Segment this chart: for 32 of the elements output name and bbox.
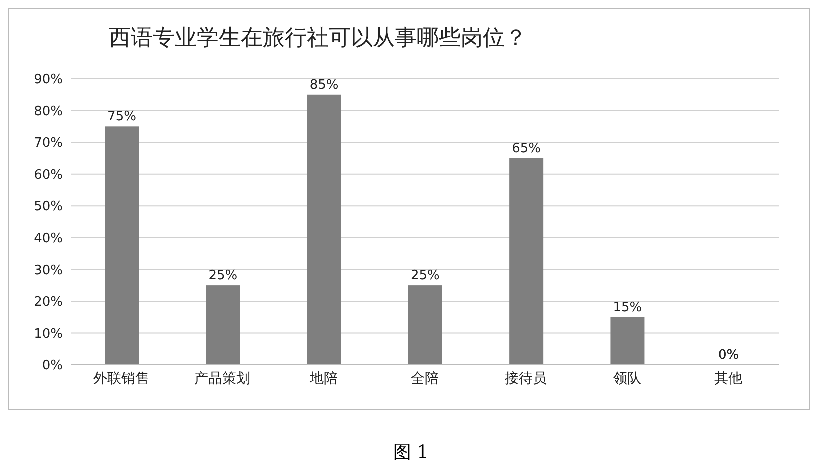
- y-tick-label: 90%: [34, 72, 63, 88]
- data-label: 75%: [108, 110, 136, 125]
- data-label: 15%: [613, 300, 642, 316]
- x-tick-label: 地陪: [308, 370, 338, 387]
- x-tick-label: 全陪: [411, 370, 439, 387]
- y-tick-label: 10%: [34, 326, 63, 342]
- data-label: 65%: [512, 141, 542, 156]
- y-tick-label: 0%: [42, 358, 63, 374]
- x-tick-label: 领队: [613, 370, 642, 387]
- y-tick-label: 80%: [34, 104, 63, 120]
- y-tick-label: 20%: [34, 295, 63, 310]
- caption: 图 1: [392, 441, 430, 464]
- y-tick-label: 60%: [34, 168, 63, 183]
- x-tick-label: 产品策划: [194, 370, 251, 387]
- x-tick-label: 其他: [714, 370, 742, 387]
- data-label: 25%: [410, 268, 440, 284]
- bar: [610, 317, 645, 365]
- x-tick-label: 接待员: [505, 370, 548, 387]
- bar: [510, 158, 544, 365]
- data-label: 25%: [208, 268, 238, 284]
- bar: [206, 286, 240, 365]
- data-label: 0%: [718, 348, 740, 363]
- bar: [307, 94, 342, 365]
- bar: [105, 126, 139, 365]
- bar: [408, 286, 442, 365]
- data-label: 85%: [310, 78, 339, 93]
- y-tick-label: 40%: [34, 232, 63, 247]
- y-tick-label: 30%: [34, 263, 63, 278]
- chart-title: 西语专业学生在旅行社可以从事哪些岗位？: [109, 25, 527, 53]
- y-tick-label: 50%: [34, 200, 63, 215]
- x-tick-label: 外联销售: [94, 370, 150, 387]
- y-tick-label: 70%: [34, 136, 63, 152]
